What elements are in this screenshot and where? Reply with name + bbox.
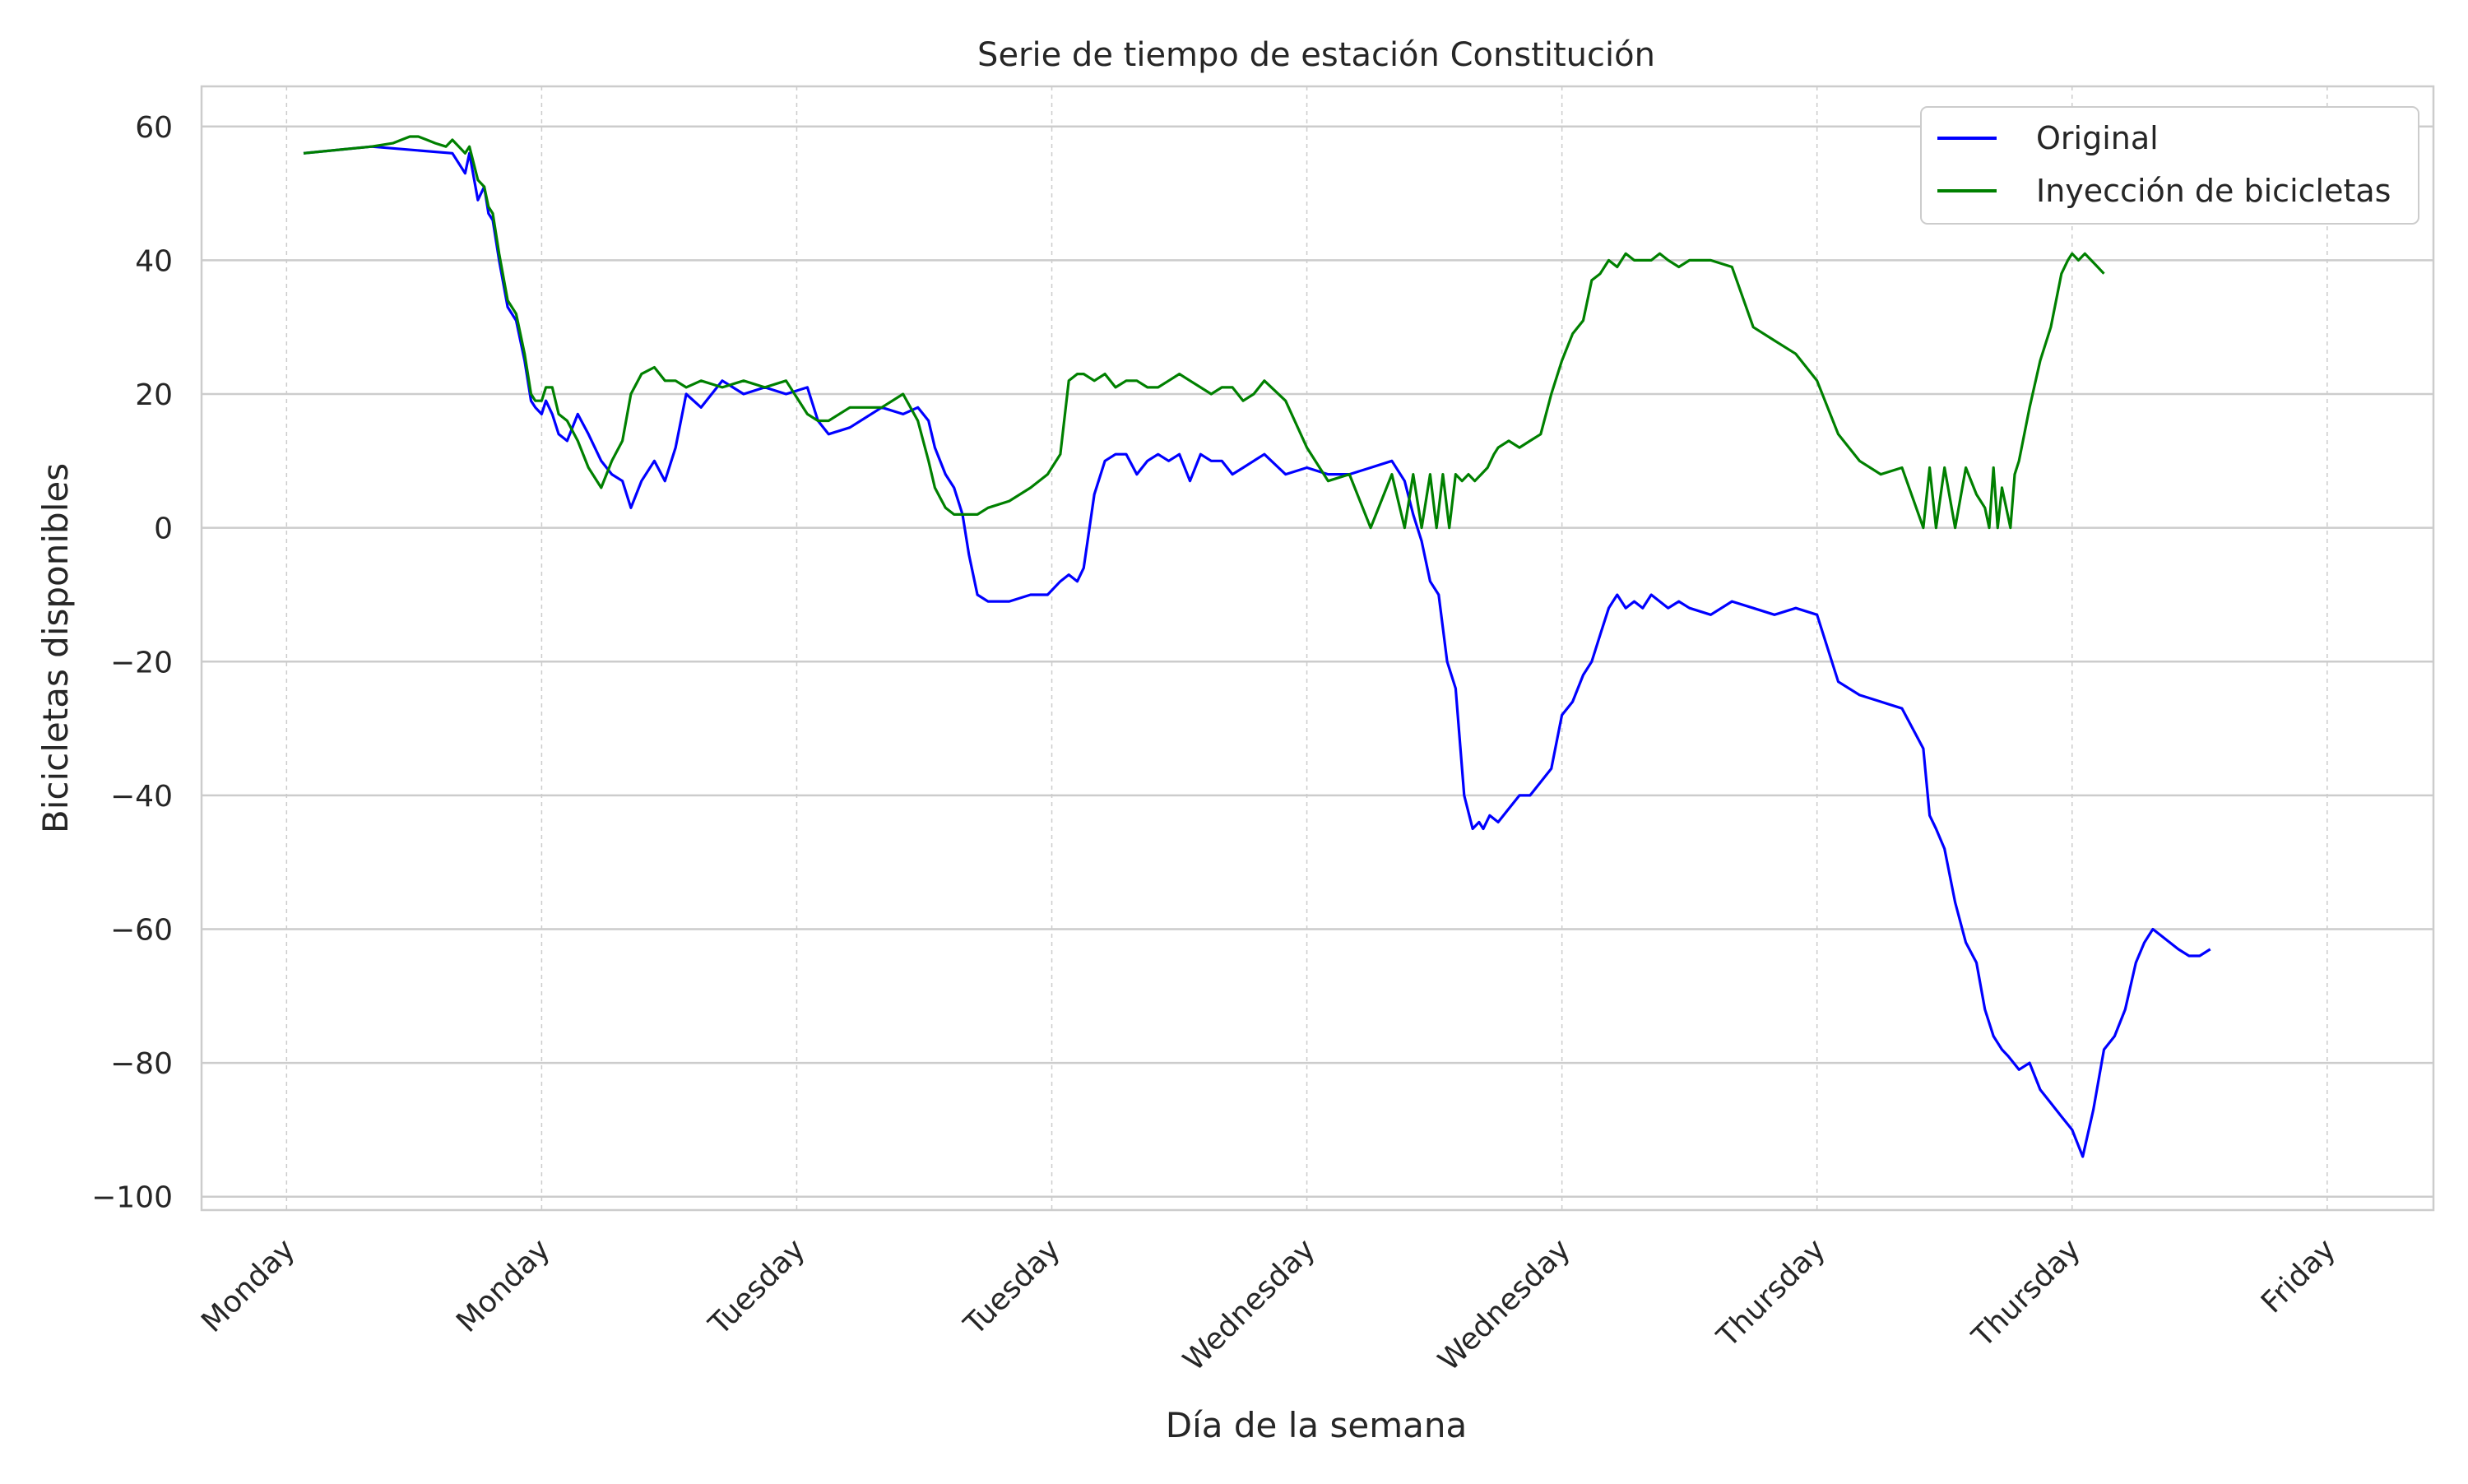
- y-axis-label: Bicicletas disponibles: [35, 463, 76, 833]
- y-tick-label: −20: [110, 646, 173, 679]
- horizontal-grid: [202, 125, 2433, 1198]
- y-tick-label: 0: [154, 512, 173, 546]
- x-tick-label: Thursday: [1710, 1232, 1832, 1354]
- legend-label-original: Original: [2036, 120, 2159, 156]
- x-tick-label: Tuesday: [958, 1232, 1067, 1342]
- series-layer: [303, 135, 2211, 1158]
- legend: Original Inyección de bicicletas: [1920, 106, 2419, 225]
- y-tick-label: −80: [110, 1047, 173, 1081]
- plot-background: [200, 85, 2435, 1212]
- y-tick-label: −40: [110, 780, 173, 814]
- y-tick-label: 60: [135, 111, 173, 145]
- y-tick-label: −100: [91, 1181, 173, 1215]
- x-tick-label: Tuesday: [703, 1232, 812, 1342]
- x-tick-labels: Monday Monday Tuesday Tuesday Wednesday Wedne…: [195, 1232, 2342, 1377]
- x-tick-label: Monday: [195, 1232, 301, 1338]
- y-tick-label: −60: [110, 914, 173, 948]
- y-tick-label: 20: [135, 378, 173, 412]
- x-axis-label: Día de la semana: [1166, 1405, 1467, 1445]
- legend-label-inyeccion: Inyección de bicicletas: [2036, 173, 2391, 209]
- y-tick-labels: 60 40 20 0 −20 −40 −60 −80 −100: [91, 111, 173, 1215]
- series-line-original: [303, 145, 2211, 1158]
- x-tick-label: Thursday: [1965, 1232, 2087, 1354]
- y-tick-label: 40: [135, 244, 173, 278]
- legend-box: [1920, 106, 2419, 225]
- x-tick-label: Wednesday: [1432, 1232, 1577, 1377]
- series-line-inyeccion: [303, 135, 2105, 530]
- x-tick-label: Wednesday: [1177, 1232, 1322, 1377]
- vertical-grid: [285, 86, 2328, 1210]
- x-tick-label: Monday: [450, 1232, 556, 1338]
- chart-title: Serie de tiempo de estación Constitución: [977, 36, 1655, 74]
- x-tick-label: Friday: [2255, 1232, 2342, 1319]
